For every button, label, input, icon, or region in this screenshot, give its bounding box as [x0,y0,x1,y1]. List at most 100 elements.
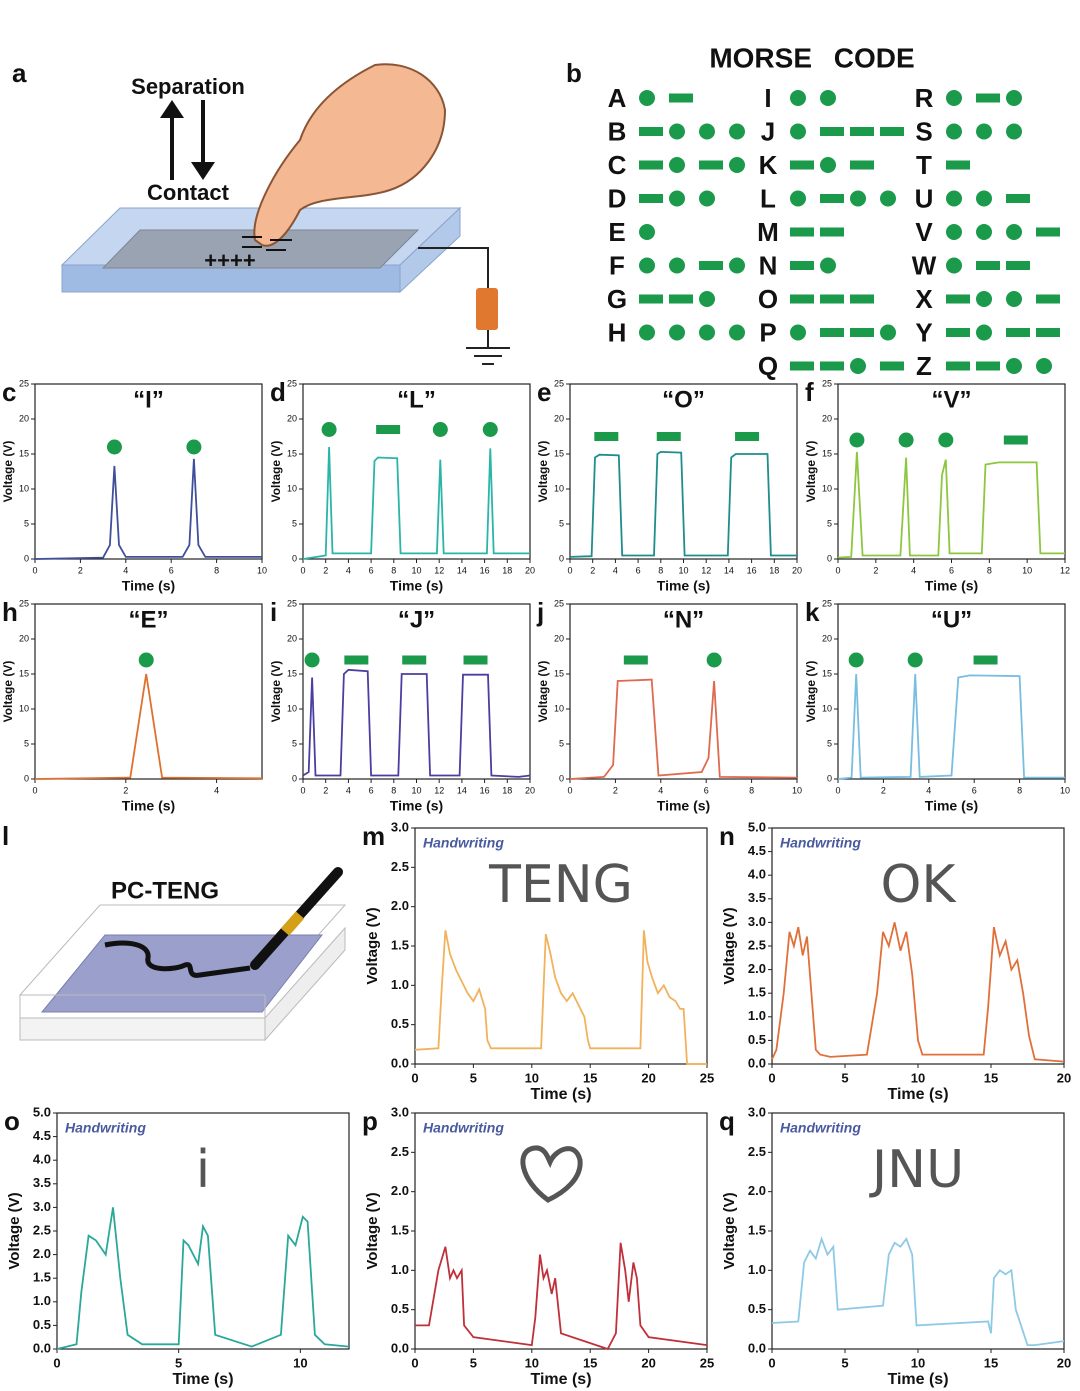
chart-title: “V” [931,386,971,413]
morse-dot [669,157,685,173]
y-axis-label: Voltage (V) [1,441,15,503]
y-tick-label: 1.0 [391,977,409,992]
morse-dash [790,294,814,304]
morse-dash [639,160,663,170]
contact-label: Contact [147,180,230,205]
x-tick-label: 2 [613,785,618,795]
x-axis-label: Time (s) [390,578,443,594]
x-tick-label: 0 [411,1355,418,1370]
handwriting-label: Handwriting [65,1120,146,1136]
y-tick-label: 3.0 [748,914,766,929]
x-tick-label: 14 [724,565,734,575]
x-tick-label: 8 [658,565,663,575]
morse-dash [790,361,814,371]
panel-letter: f [805,377,814,407]
y-tick-label: 15 [554,668,564,678]
y-tick-label: 0 [559,553,564,563]
x-tick-label: 10 [525,1355,539,1370]
data-line [837,451,1065,559]
data-line [34,673,263,780]
chart-title: “L” [397,386,436,413]
x-tick-label: 18 [502,785,512,795]
data-line [56,1207,350,1350]
x-axis-label: Time (s) [172,1371,233,1388]
y-tick-label: 5 [559,738,564,748]
morse-letter: X [915,284,933,314]
morse-dash [946,361,970,371]
x-tick-label: 12 [434,785,444,795]
panel-letter: q [719,1106,735,1136]
panel-letter: k [805,597,820,627]
morse-dot [699,324,715,341]
y-tick-label: 1.0 [748,1262,766,1277]
morse-dash [973,655,998,665]
y-axis-label: Voltage (V) [364,907,381,984]
morse-dot [820,257,836,274]
x-tick-label: 2 [123,785,128,795]
morse-dot [880,190,896,207]
x-axis-label: Time (s) [122,578,175,594]
morse-dot [304,652,320,668]
morse-dot [321,422,337,437]
x-tick-label: 10 [792,785,802,795]
morse-dot [639,90,655,106]
y-tick-label: 10 [19,703,29,713]
y-tick-label: 5 [292,738,297,748]
y-axis-label: Voltage (V) [269,441,283,503]
morse-dot [1006,123,1022,140]
morse-dash [820,328,844,337]
x-tick-label: 16 [480,565,490,575]
morse-dot [898,432,914,448]
x-tick-label: 10 [1022,565,1032,575]
morse-dash [976,361,1000,371]
morse-dot [482,422,498,437]
x-tick-label: 10 [678,565,688,575]
morse-letter: O [758,284,778,314]
morse-dash [669,294,693,304]
y-tick-label: 4.0 [748,867,766,882]
morse-letter: S [915,116,932,146]
y-tick-label: 3.0 [748,1104,766,1119]
data-line [302,446,530,560]
x-tick-label: 4 [214,785,219,795]
y-tick-label: 1.5 [391,937,409,952]
morse-dot [1036,358,1052,374]
chart-title: “U” [931,606,972,633]
plot-frame [569,603,798,780]
morse-dash [850,328,874,337]
morse-dot [790,90,806,106]
morse-letter: E [608,217,625,247]
handwriting-label: Handwriting [780,1120,861,1136]
morse-dash [880,361,904,371]
x-axis-label: Time (s) [122,798,175,814]
morse-letter: J [761,116,775,146]
x-tick-label: 4 [658,785,663,795]
x-tick-label: 25 [700,1355,714,1370]
morse-dot [639,224,655,240]
morse-dot [106,439,122,455]
y-tick-label: 5.0 [33,1104,51,1119]
morse-dash [820,294,844,304]
morse-letter: V [915,217,933,247]
y-tick-label: 3.0 [391,819,409,834]
morse-dash [639,294,663,304]
x-tick-label: 2 [78,565,83,575]
morse-dash [820,127,844,136]
morse-dash [946,328,970,337]
morse-dot [790,324,806,341]
x-axis-label: Time (s) [390,798,443,814]
x-tick-label: 5 [841,1070,848,1085]
morse-dot [848,652,864,668]
morse-dot [729,257,745,274]
x-tick-label: 5 [175,1355,182,1370]
panel-letter: i [270,597,277,627]
morse-dot [186,439,202,455]
y-tick-label: 1.0 [33,1293,51,1308]
morse-dot [850,190,866,207]
y-tick-label: 25 [822,598,832,608]
morse-dot [669,190,685,207]
handwriting-text: OK [880,855,957,915]
morse-dot [946,190,962,207]
y-tick-label: 5 [292,518,297,528]
